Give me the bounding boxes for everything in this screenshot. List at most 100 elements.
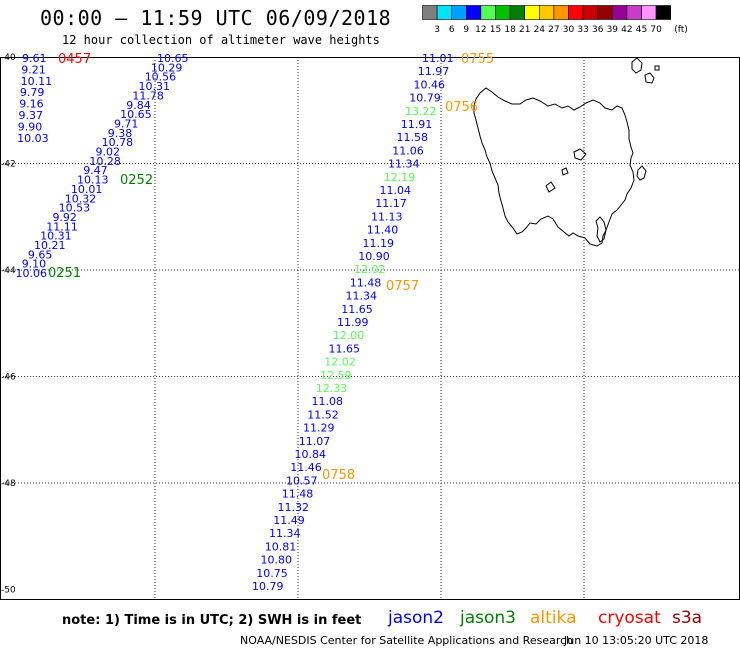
color-scale-label: 3 (434, 25, 440, 35)
footer-note: note: 1) Time is in UTC; 2) SWH is in fe… (62, 613, 362, 628)
pass-time-label: 0756 (445, 100, 478, 115)
credit-line: NOAA/NESDIS Center for Satellite Applica… (240, 634, 574, 647)
track-a-swh-value: 10.28 (89, 155, 121, 168)
generated-timestamp: Jun 10 13:05:20 UTC 2018 (564, 634, 709, 647)
track-a-swh-value: 10.06 (16, 267, 48, 280)
track-c-swh-value: 11.49 (273, 514, 305, 527)
color-scale-label: 21 (519, 25, 530, 35)
legend-jason3: jason3 (460, 608, 516, 628)
color-scale-label: 33 (577, 25, 588, 35)
track-c-swh-value: 10.79 (252, 580, 284, 593)
track-b-swh-value: 9.90 (18, 120, 43, 133)
legend-s3a: s3a (672, 608, 703, 628)
axis-tick-labels: 135138141144147150-40-42-44-46-48-50 (1, 53, 16, 596)
color-scale-unit: (ft) (674, 25, 688, 35)
color-scale-label: 39 (607, 25, 619, 35)
track-c-swh-value: 10.81 (265, 540, 297, 553)
pass-time-label: 0755 (461, 52, 494, 67)
track-b-swh-value: 9.16 (19, 98, 44, 111)
track-b-swh-value: 9.61 (22, 52, 47, 65)
track-c-swh-value: 11.34 (269, 527, 301, 540)
pass-time-label: 0758 (322, 468, 355, 483)
legend-altika: altika (530, 608, 577, 628)
track-a-swh-value: 11.78 (132, 89, 164, 102)
swh-observations: 10.6510.2910.5610.3111.789.8410.659.719.… (16, 52, 454, 593)
color-scale-label: 6 (449, 25, 455, 35)
color-scale-label: 45 (636, 25, 647, 35)
track-b-swh-value: 10.03 (17, 132, 48, 145)
track-c-swh-value: 11.65 (329, 342, 361, 355)
legend-jason2: jason2 (388, 608, 444, 628)
track-c-swh-value: 11.40 (367, 224, 399, 237)
latitude-tick-label: -44 (1, 266, 16, 276)
track-c-swh-value: 12.59 (320, 369, 352, 382)
color-scale-label: 36 (592, 25, 604, 35)
grid-lines (0, 57, 740, 600)
color-scale-label: 42 (621, 25, 632, 35)
color-scale-label: 27 (548, 25, 559, 35)
track-c-swh-value: 11.52 (307, 408, 339, 421)
track-c-swh-value: 11.04 (380, 184, 412, 197)
pass-time-label: 0252 (120, 173, 153, 188)
track-c-swh-value: 11.07 (299, 435, 331, 448)
track-c-swh-value: 13.22 (405, 105, 437, 118)
track-c-swh-value: 11.65 (341, 303, 373, 316)
lake-outlines (545, 148, 587, 193)
track-c-swh-value: 11.91 (401, 118, 433, 131)
track-a-swh-value: 11.11 (46, 220, 78, 233)
track-c-swh-value: 11.34 (388, 158, 420, 171)
latitude-tick-label: -46 (1, 373, 16, 383)
track-c-swh-value: 10.57 (286, 474, 318, 487)
track-a-swh-value: 10.29 (151, 61, 183, 74)
map-subtitle: 12 hour collection of altimeter wave hei… (62, 33, 380, 47)
color-scale-label: 12 (475, 25, 486, 35)
track-a-swh-value: 9.10 (22, 258, 47, 271)
color-scale-label: 15 (490, 25, 501, 35)
maria-island (636, 165, 647, 181)
track-c-swh-value: 12.02 (354, 263, 386, 276)
color-scale-bar: 3 6 9 12 15 18 21 24 27 30 33 36 39 42 45 70 (ft) (422, 5, 688, 35)
color-scale-label: 24 (534, 25, 546, 35)
track-a-swh-value: 10.56 (145, 71, 177, 84)
track-c-swh-value: 10.84 (295, 448, 327, 461)
pass-time-label: 0251 (48, 266, 81, 281)
track-b-swh-value: 10.11 (21, 75, 52, 88)
legend-cryosat: cryosat (598, 608, 661, 628)
track-a-swh-value: 10.31 (40, 230, 72, 243)
latitude-tick-label: -42 (1, 160, 16, 170)
pass-time-labels: 0457 0252 0251 0755 0756 0757 0758 (48, 52, 494, 483)
track-c-swh-value: 10.46 (414, 78, 446, 91)
track-c-swh-value: 11.99 (337, 316, 369, 329)
color-scale-label: 70 (650, 25, 662, 35)
pass-time-label: 0457 (58, 52, 91, 67)
track-a-swh-value: 9.84 (126, 99, 151, 112)
track-c-swh-value: 11.48 (282, 488, 314, 501)
track-a-swh-value: 9.71 (114, 117, 139, 130)
track-c-swh-value: 10.90 (358, 250, 390, 263)
track-c-swh-value: 11.58 (397, 131, 429, 144)
bruny-island (595, 216, 607, 243)
track-c-swh-value: 12.02 (324, 356, 356, 369)
color-swatch (655, 5, 672, 20)
latitude-tick-label: -48 (1, 479, 16, 489)
track-a-swh-value: 9.47 (83, 164, 108, 177)
flinders-island (631, 57, 660, 84)
track-a-swh-value: 10.65 (120, 108, 152, 121)
track-a-swh-value: 9.02 (96, 146, 121, 159)
map-title: 00:00 – 11:59 UTC 06/09/2018 (40, 6, 392, 30)
track-a-swh-value: 9.92 (52, 211, 76, 224)
track-a-swh-value: 10.78 (102, 136, 133, 149)
track-c-swh-value: 11.97 (418, 65, 450, 78)
track-a-swh-value: 9.38 (108, 127, 133, 140)
altimeter-map: 135138141144147150-40-42-44-46-48-50 10.… (0, 52, 740, 600)
track-c-swh-value: 11.19 (363, 237, 395, 250)
track-b-swh-value: 9.37 (19, 109, 44, 122)
track-a-swh-value: 10.65 (157, 52, 189, 65)
track-c-swh-value: 12.33 (316, 382, 348, 395)
track-c-swh-value: 10.75 (256, 567, 288, 580)
latitude-tick-label: -40 (1, 53, 16, 63)
track-b-swh-value: 9.79 (20, 86, 45, 99)
track-c-swh-value: 11.48 (350, 276, 382, 289)
track-a-swh-value: 10.01 (71, 183, 103, 196)
track-a-swh-value: 10.31 (139, 80, 171, 93)
